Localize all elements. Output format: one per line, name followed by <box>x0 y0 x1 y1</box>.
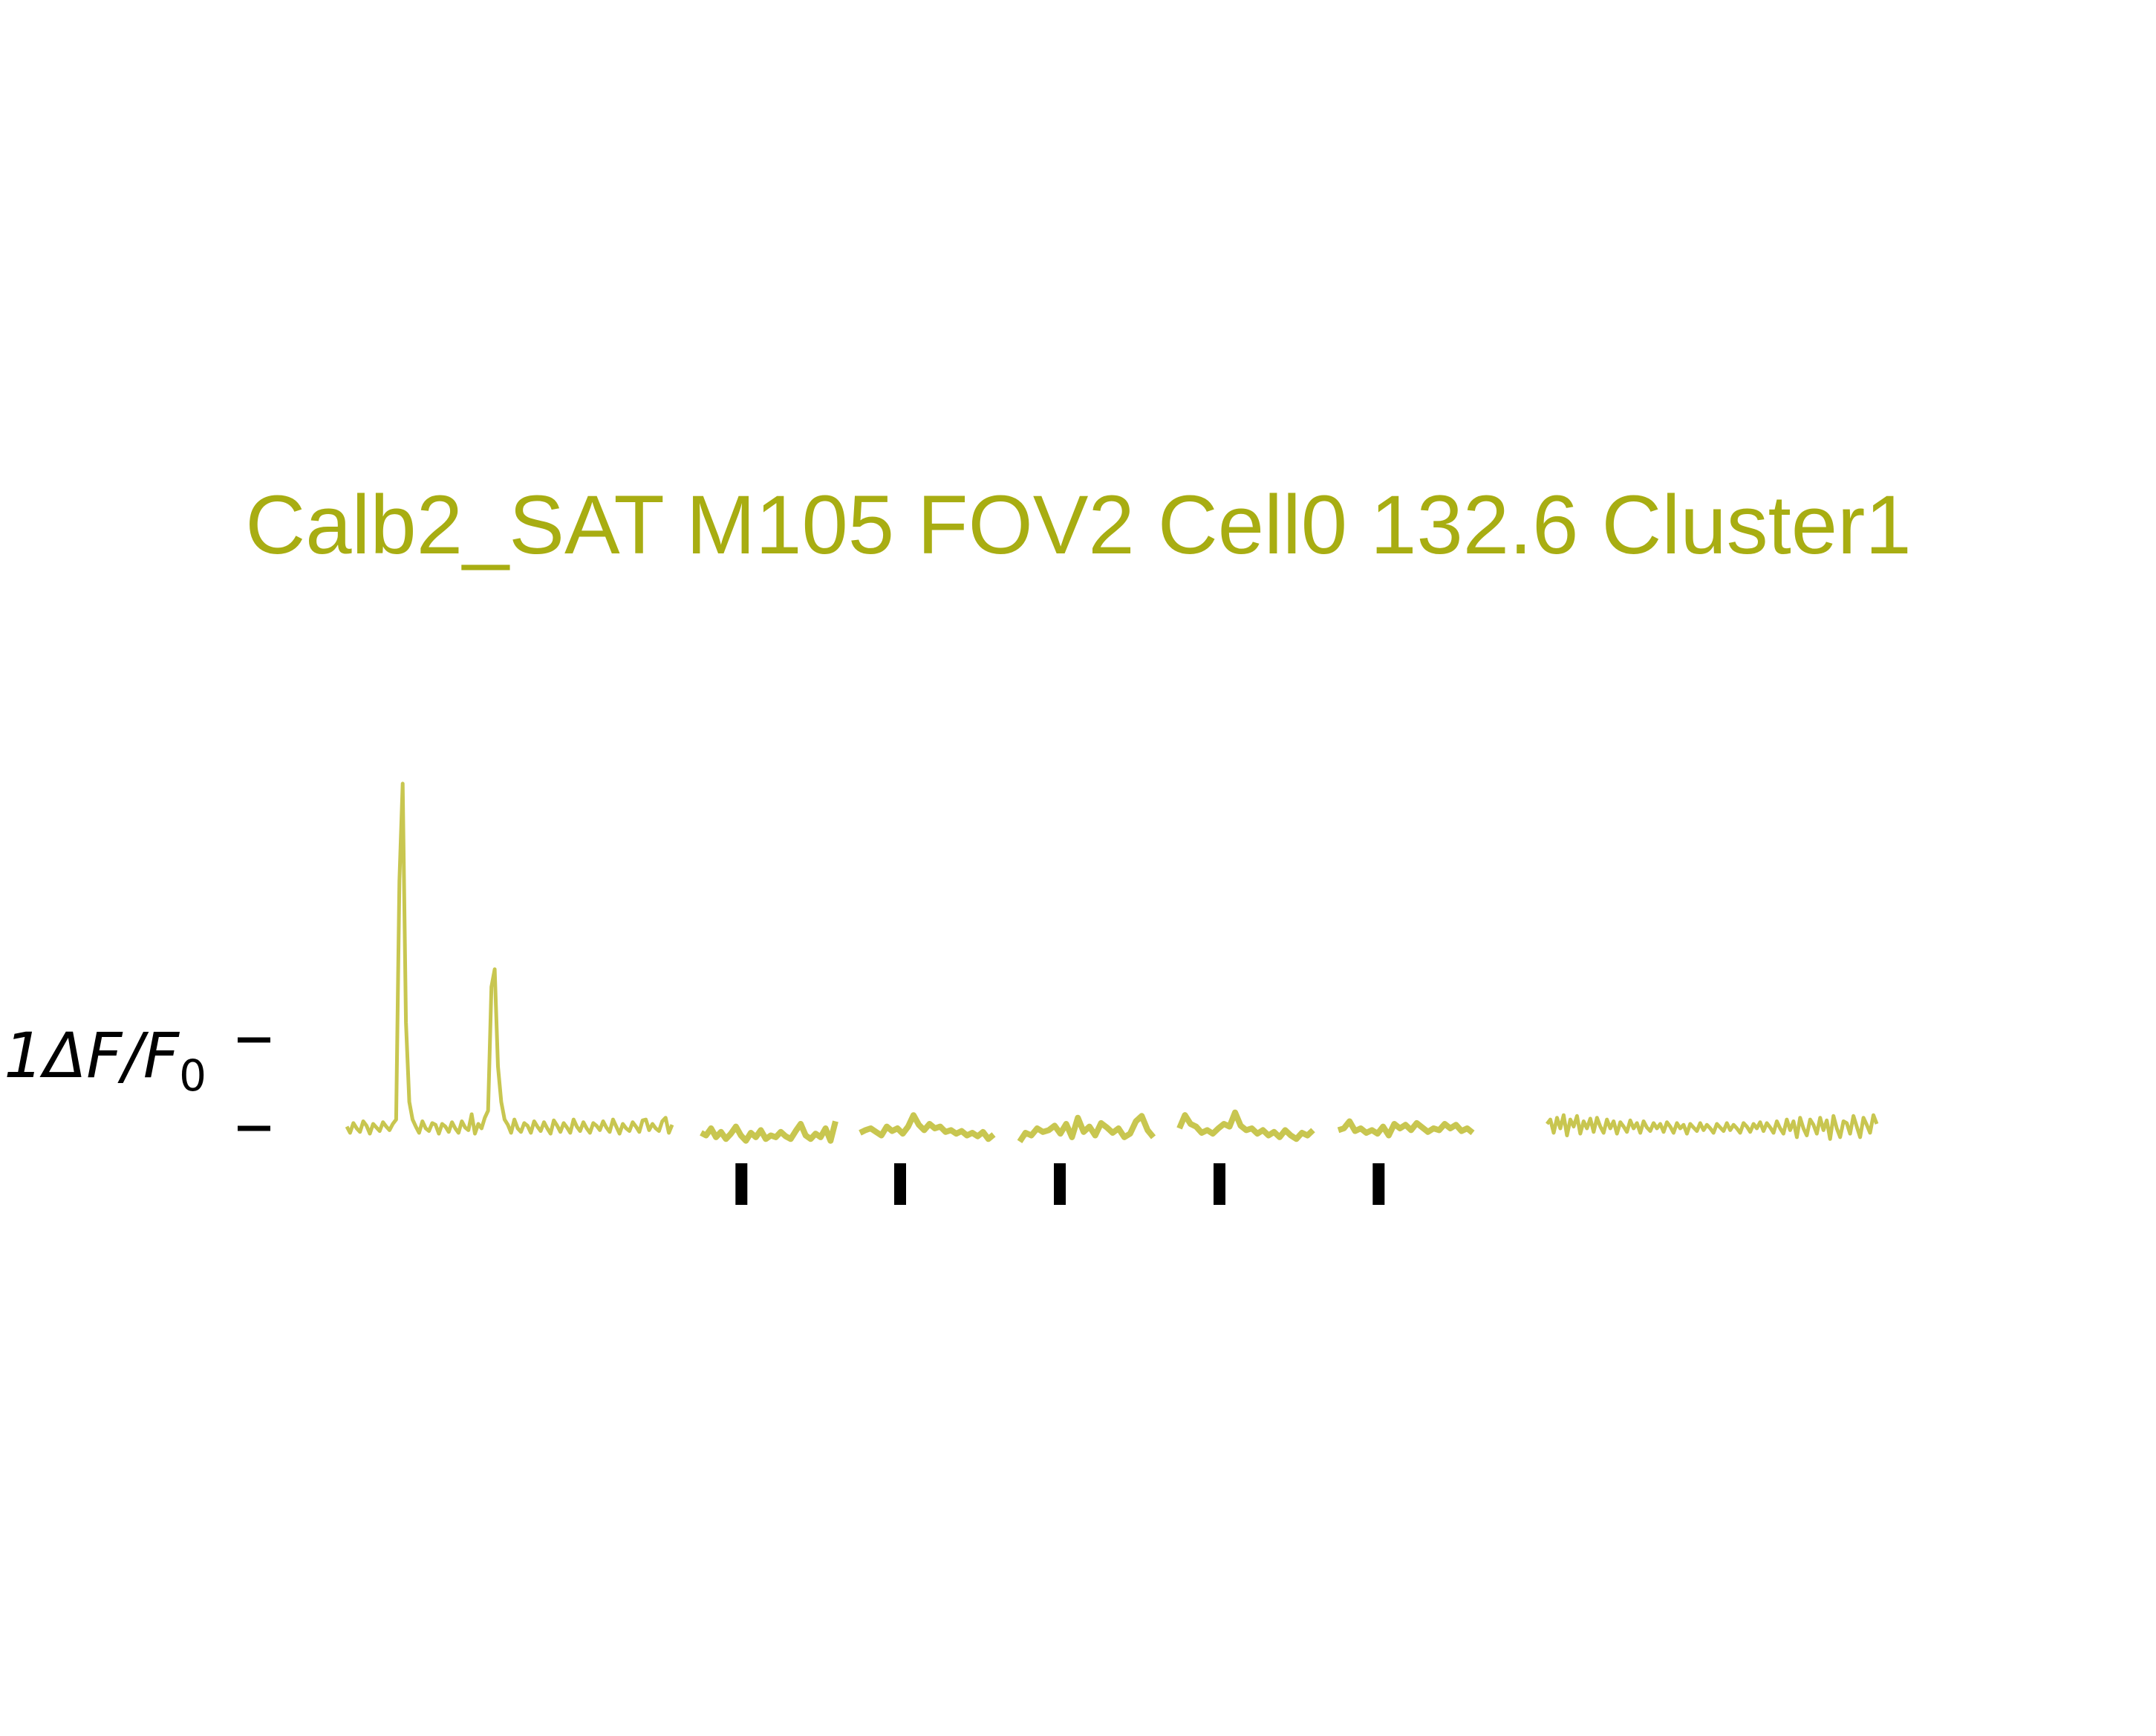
chart-title: Calb2_SAT M105 FOV2 Cell0 132.6 Cluster1 <box>245 478 1911 571</box>
traces-group <box>345 781 1879 1144</box>
stimulus-marker-3 <box>1054 1163 1066 1205</box>
trace-stim-3 <box>1017 1113 1156 1144</box>
scale-bar-label: 1ΔF/F0 <box>4 1019 206 1101</box>
trace-post <box>1546 1113 1879 1141</box>
trace-stim-5 <box>1337 1118 1475 1139</box>
stimulus-marker-5 <box>1372 1163 1385 1205</box>
stimulus-markers-group <box>735 1163 1385 1205</box>
stimulus-marker-2 <box>894 1163 906 1205</box>
scale-bar-label-main: 1ΔF/F <box>4 1019 180 1092</box>
stimulus-marker-1 <box>735 1163 748 1205</box>
trace-stim-1 <box>700 1120 838 1144</box>
trace-stim-4 <box>1176 1109 1315 1142</box>
trace-baseline <box>345 781 674 1136</box>
trace-stim-2 <box>859 1112 996 1142</box>
scale-bar-label-subscript: 0 <box>179 1050 206 1101</box>
scale-bar: 1ΔF/F0 <box>4 1019 270 1131</box>
stimulus-marker-4 <box>1214 1163 1225 1205</box>
